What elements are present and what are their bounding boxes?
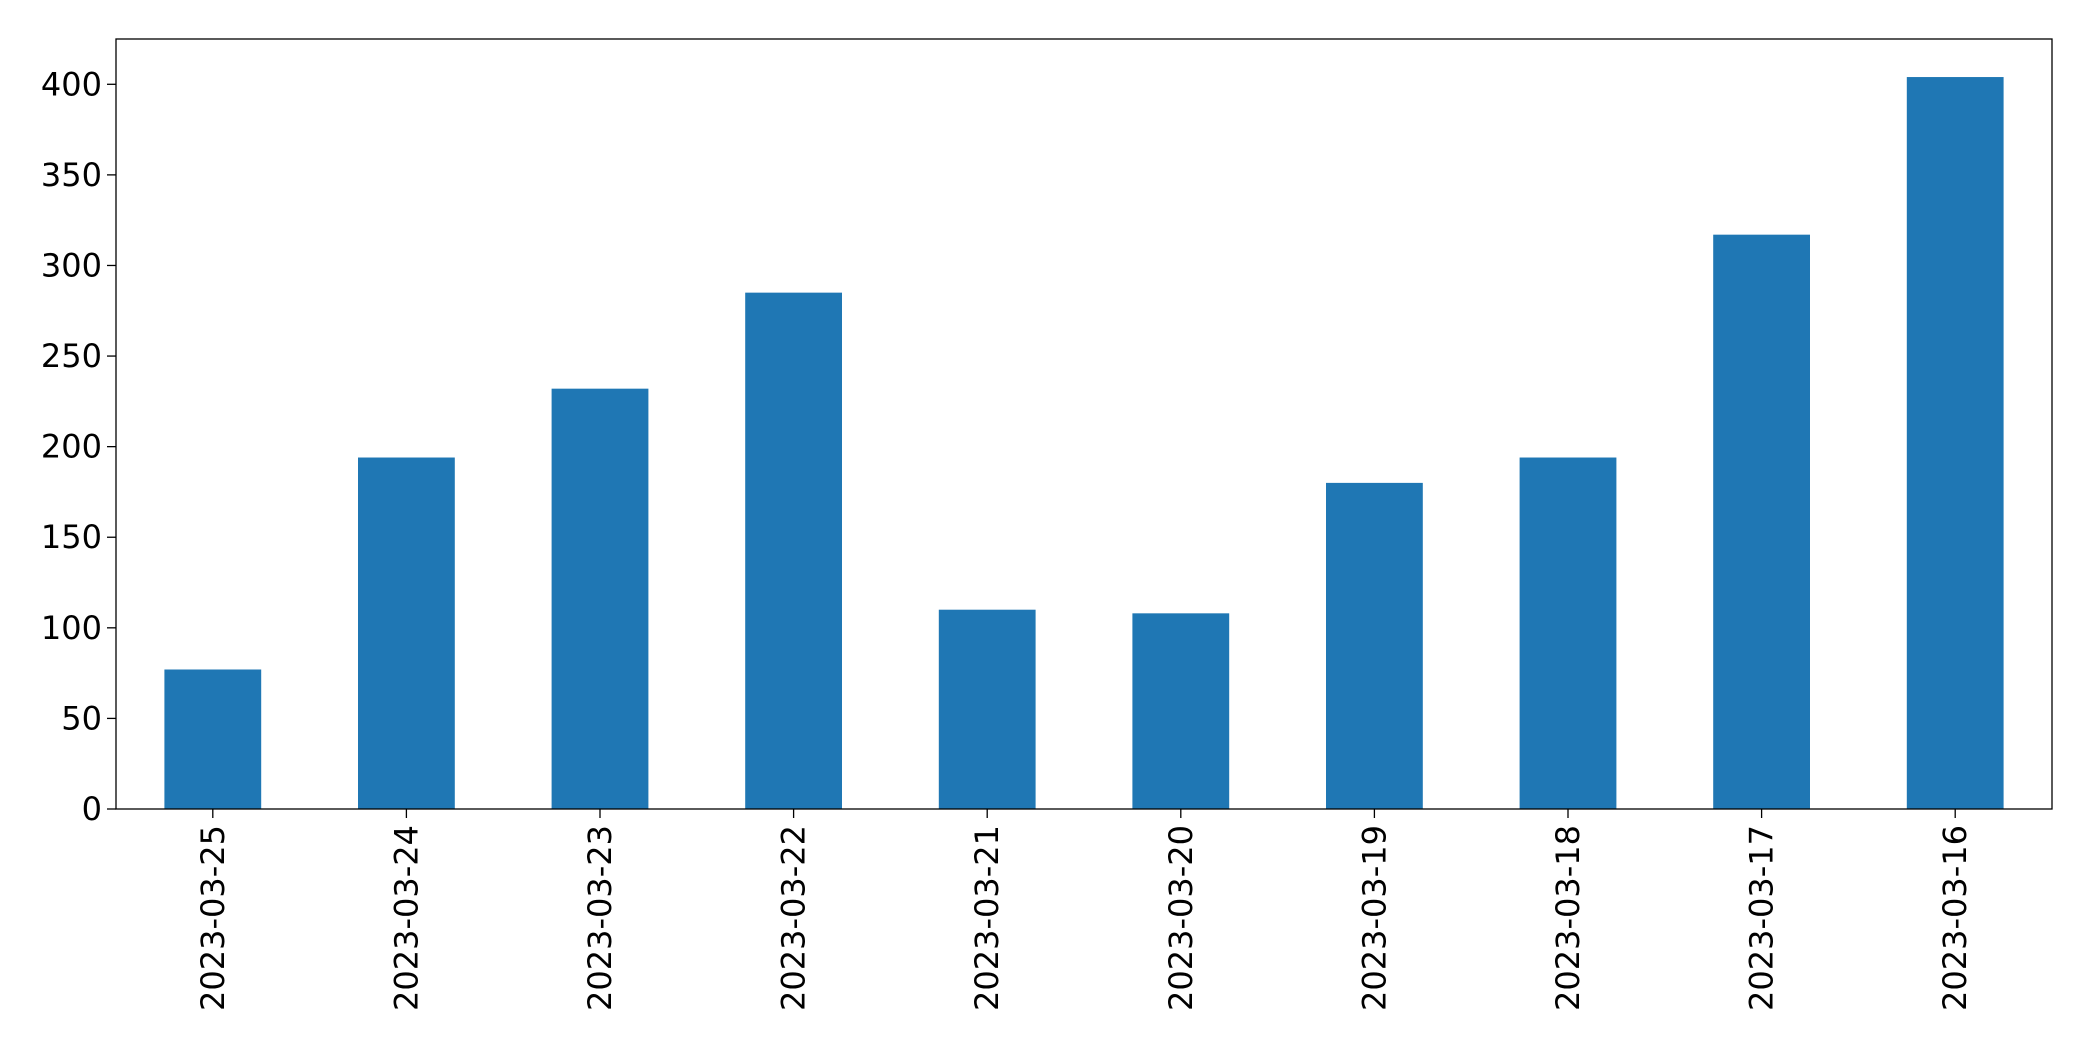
y-tick-label: 50	[61, 699, 102, 737]
x-tick-label: 2023-03-20	[1162, 825, 1200, 1011]
bar	[745, 292, 842, 809]
y-tick-label: 100	[41, 609, 102, 647]
x-tick-label: 2023-03-16	[1936, 825, 1974, 1011]
x-tick-label: 2023-03-25	[194, 825, 232, 1011]
x-tick-label: 2023-03-21	[968, 825, 1006, 1011]
plot-frame	[115, 38, 2053, 810]
bar	[551, 388, 649, 809]
y-tick-label: 0	[82, 790, 102, 828]
y-tick-label: 200	[41, 428, 102, 466]
y-tick-label: 400	[41, 65, 102, 103]
bar	[938, 609, 1036, 809]
bar	[164, 669, 262, 809]
bar	[1519, 457, 1617, 809]
y-tick-label: 250	[41, 337, 102, 375]
x-tick-label: 2023-03-17	[1743, 825, 1781, 1011]
bar	[1906, 77, 2004, 809]
x-tick-label: 2023-03-24	[387, 825, 425, 1011]
y-tick-label: 350	[41, 156, 102, 194]
x-tick-label: 2023-03-19	[1355, 825, 1393, 1011]
y-tick-label: 300	[41, 246, 102, 284]
x-tick-label: 2023-03-22	[775, 825, 813, 1011]
x-tick-label: 2023-03-18	[1549, 825, 1587, 1011]
y-tick-label: 150	[41, 518, 102, 556]
bar	[1132, 613, 1230, 809]
bar	[1326, 482, 1423, 809]
x-tick-label: 2023-03-23	[581, 825, 619, 1011]
bar	[1713, 234, 1810, 809]
bar	[358, 457, 455, 809]
